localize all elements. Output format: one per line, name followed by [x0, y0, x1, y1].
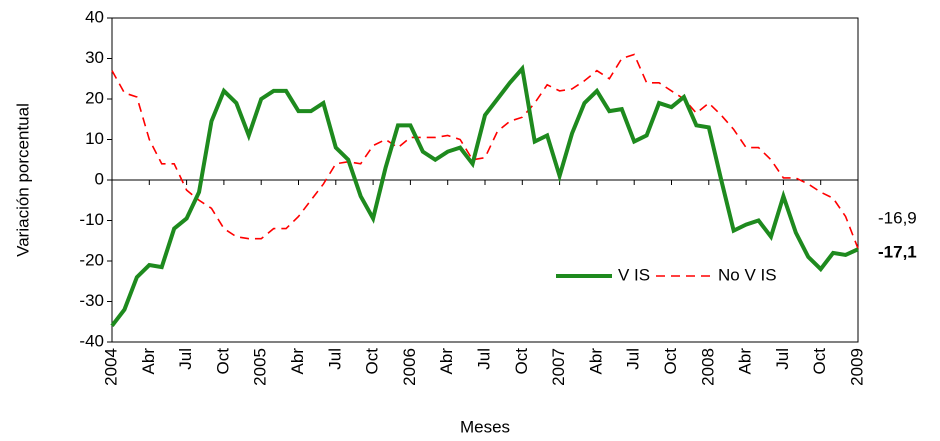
x-tick-label: Oct [512, 348, 531, 375]
x-tick-label: Jul [325, 348, 344, 370]
x-tick-label: Oct [363, 348, 382, 375]
y-tick-label: -10 [79, 210, 104, 229]
y-tick-label: 40 [85, 7, 104, 26]
x-tick-label: 2005 [251, 348, 270, 386]
y-axis-title: Variación porcentual [13, 103, 32, 257]
series-line [110, 64, 859, 328]
y-tick-label: -20 [79, 250, 104, 269]
y-tick-label: -40 [79, 331, 104, 350]
end-label: -16,9 [878, 208, 917, 227]
x-tick-label: Abr [288, 348, 307, 375]
x-tick-label: Jul [624, 348, 643, 370]
y-tick-label: 0 [95, 169, 104, 188]
x-tick-label: Oct [213, 348, 232, 375]
end-label: -17,1 [878, 242, 917, 261]
legend-label: No V IS [718, 265, 777, 284]
x-tick-label: 2009 [847, 348, 866, 386]
series-line [111, 53, 859, 249]
y-tick-label: -30 [79, 291, 104, 310]
x-tick-label: Oct [810, 348, 829, 375]
x-tick-label: Abr [736, 348, 755, 375]
x-tick-label: Jul [773, 348, 792, 370]
x-tick-label: Oct [661, 348, 680, 375]
y-tick-label: 20 [85, 88, 104, 107]
y-tick-label: 30 [85, 48, 104, 67]
x-tick-label: Abr [437, 348, 456, 375]
x-tick-label: Jul [176, 348, 195, 370]
x-tick-label: Jul [474, 348, 493, 370]
x-tick-label: 2008 [698, 348, 717, 386]
x-tick-label: 2007 [549, 348, 568, 386]
legend: V IS No V IS [552, 262, 810, 290]
y-tick-label: 10 [85, 129, 104, 148]
legend-label: V IS [618, 265, 650, 284]
x-axis-title: Meses [460, 417, 510, 436]
x-tick-label: Abr [139, 348, 158, 375]
x-tick-label: Abr [586, 348, 605, 375]
x-tick-label: 2006 [400, 348, 419, 386]
x-tick-label: 2004 [101, 348, 120, 386]
